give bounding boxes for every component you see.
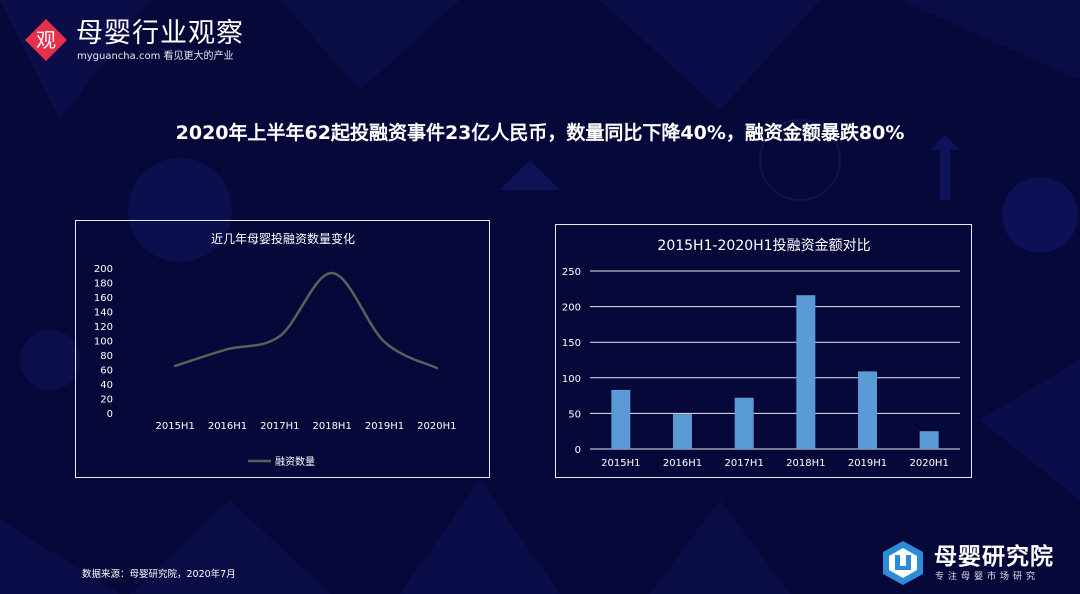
- y-tick-label: 20: [100, 395, 113, 406]
- brand-name: 母婴研究院: [934, 544, 1054, 570]
- y-tick-label: 180: [94, 279, 113, 290]
- x-tick-label: 2017H1: [724, 458, 763, 469]
- bar-2017H1: [734, 397, 754, 449]
- chart-title: 近几年母婴投融资数量变化: [211, 231, 355, 246]
- y-tick-label: 200: [562, 303, 581, 314]
- logo-url-line: myguancha.com 看见更大的产业: [77, 51, 234, 63]
- logo-title: 母婴行业观察: [76, 18, 244, 49]
- x-tick-label: 2016H1: [208, 421, 247, 432]
- series-line-融资数量: [173, 271, 439, 370]
- x-tick-label: 2019H1: [365, 421, 404, 432]
- line-chart-panel: 近几年母婴投融资数量变化 0 20 40 60 80 100 120 140 160 180 200 2…: [75, 220, 490, 478]
- bar-chart: 2015H1-2020H1投融资金额对比 0 50 100 150 200 250 2015H…: [562, 238, 960, 469]
- x-tick-label: 2016H1: [663, 458, 702, 469]
- bar-2015H1: [611, 389, 631, 449]
- legend-label: 融资数量: [275, 455, 315, 468]
- logo-diamond-icon: 观: [25, 19, 67, 61]
- y-tick-label: 50: [568, 409, 581, 420]
- x-tick-label: 2018H1: [786, 458, 825, 469]
- y-tick-label: 0: [107, 409, 113, 420]
- x-tick-label: 2015H1: [601, 458, 640, 469]
- y-tick-label: 150: [562, 338, 581, 349]
- bar-2016H1: [673, 414, 692, 449]
- y-tick-label: 160: [94, 293, 113, 304]
- x-tick-label: 2020H1: [417, 421, 456, 432]
- x-tick-label: 2015H1: [155, 421, 194, 432]
- y-tick-label: 100: [94, 337, 113, 348]
- bar-2019H1: [858, 371, 877, 449]
- y-tick-label: 100: [562, 374, 581, 385]
- x-tick-label: 2017H1: [260, 421, 299, 432]
- logo-tagline: 看见更大的产业: [163, 51, 234, 62]
- y-tick-label: 40: [100, 380, 113, 391]
- logo-url: myguancha.com: [77, 51, 161, 62]
- y-tick-label: 250: [562, 267, 581, 278]
- y-tick-label: 80: [100, 351, 113, 362]
- line-chart: 近几年母婴投融资数量变化 0 20 40 60 80 100 120 140 160 180 200 2…: [94, 231, 457, 468]
- x-tick-label: 2020H1: [909, 458, 948, 469]
- bar-2020H1: [919, 431, 939, 449]
- bar-2018H1: [796, 295, 816, 449]
- page-headline: 2020年上半年62起投融资事件23亿人民币，数量同比下降40%，融资金额暴跌8…: [175, 122, 905, 144]
- y-tick-label: 120: [94, 322, 113, 333]
- y-tick-label: 60: [100, 366, 113, 377]
- x-tick-label: 2018H1: [312, 421, 351, 432]
- y-tick-label: 200: [94, 264, 113, 275]
- chart-title: 2015H1-2020H1投融资金额对比: [657, 238, 870, 254]
- brand-logo-icon: [883, 541, 923, 585]
- data-source-note: 数据来源：母婴研究院，2020年7月: [82, 569, 236, 580]
- y-tick-label: 140: [94, 308, 113, 319]
- logo-char: 观: [36, 28, 56, 52]
- bar-chart-panel: 2015H1-2020H1投融资金额对比 0 50 100 150 200 250 2015H…: [555, 224, 972, 478]
- x-tick-label: 2019H1: [848, 458, 887, 469]
- brand-slogan: 专注母婴市场研究: [935, 572, 1040, 582]
- y-tick-label: 0: [575, 445, 581, 456]
